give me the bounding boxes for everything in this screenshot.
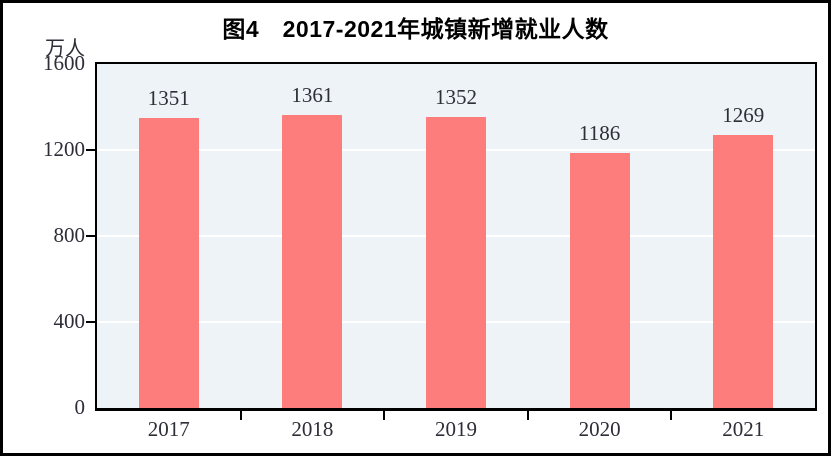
x-tick-mark-1 xyxy=(239,411,242,420)
bar-value-label-2020: 1186 xyxy=(578,121,621,146)
bar-2017 xyxy=(138,117,199,408)
x-category-label-2018: 2018 xyxy=(291,417,334,441)
y-tick-mark-1200 xyxy=(86,149,95,151)
bar-value-label-2018: 1361 xyxy=(291,83,334,108)
y-tick-mark-800 xyxy=(86,235,95,237)
bar-2018 xyxy=(282,115,343,408)
x-category-label-2021: 2021 xyxy=(722,417,765,441)
chart-title: 图4 2017-2021年城镇新增就业人数 xyxy=(222,16,609,42)
x-category-label-2017: 2017 xyxy=(147,417,190,441)
y-tick-mark-400 xyxy=(86,321,95,323)
bar-value-label-2019: 1352 xyxy=(435,85,477,110)
x-tick-mark-3 xyxy=(526,411,529,420)
y-tick-label-1200: 1200 xyxy=(43,137,85,161)
bar-value-label-2017: 1351 xyxy=(147,85,190,110)
x-category-label-2019: 2019 xyxy=(435,417,477,441)
bar-2019 xyxy=(426,117,486,408)
y-tick-label-0: 0 xyxy=(74,395,86,419)
x-tick-mark-2 xyxy=(383,411,386,420)
y-tick-label-400: 400 xyxy=(53,309,86,333)
y-tick-label-800: 800 xyxy=(53,223,86,247)
x-category-label-2020: 2020 xyxy=(578,417,621,441)
bar-value-label-2021: 1269 xyxy=(722,103,765,128)
bar-2020 xyxy=(569,153,630,408)
plot-area: 1351 1361 1352 1186 1269 xyxy=(95,62,817,411)
y-axis-unit-label: 万人 xyxy=(45,38,85,60)
bar-2021 xyxy=(713,135,774,408)
x-tick-mark-4 xyxy=(670,411,673,420)
y-tick-label-1600: 1600 xyxy=(43,51,85,75)
